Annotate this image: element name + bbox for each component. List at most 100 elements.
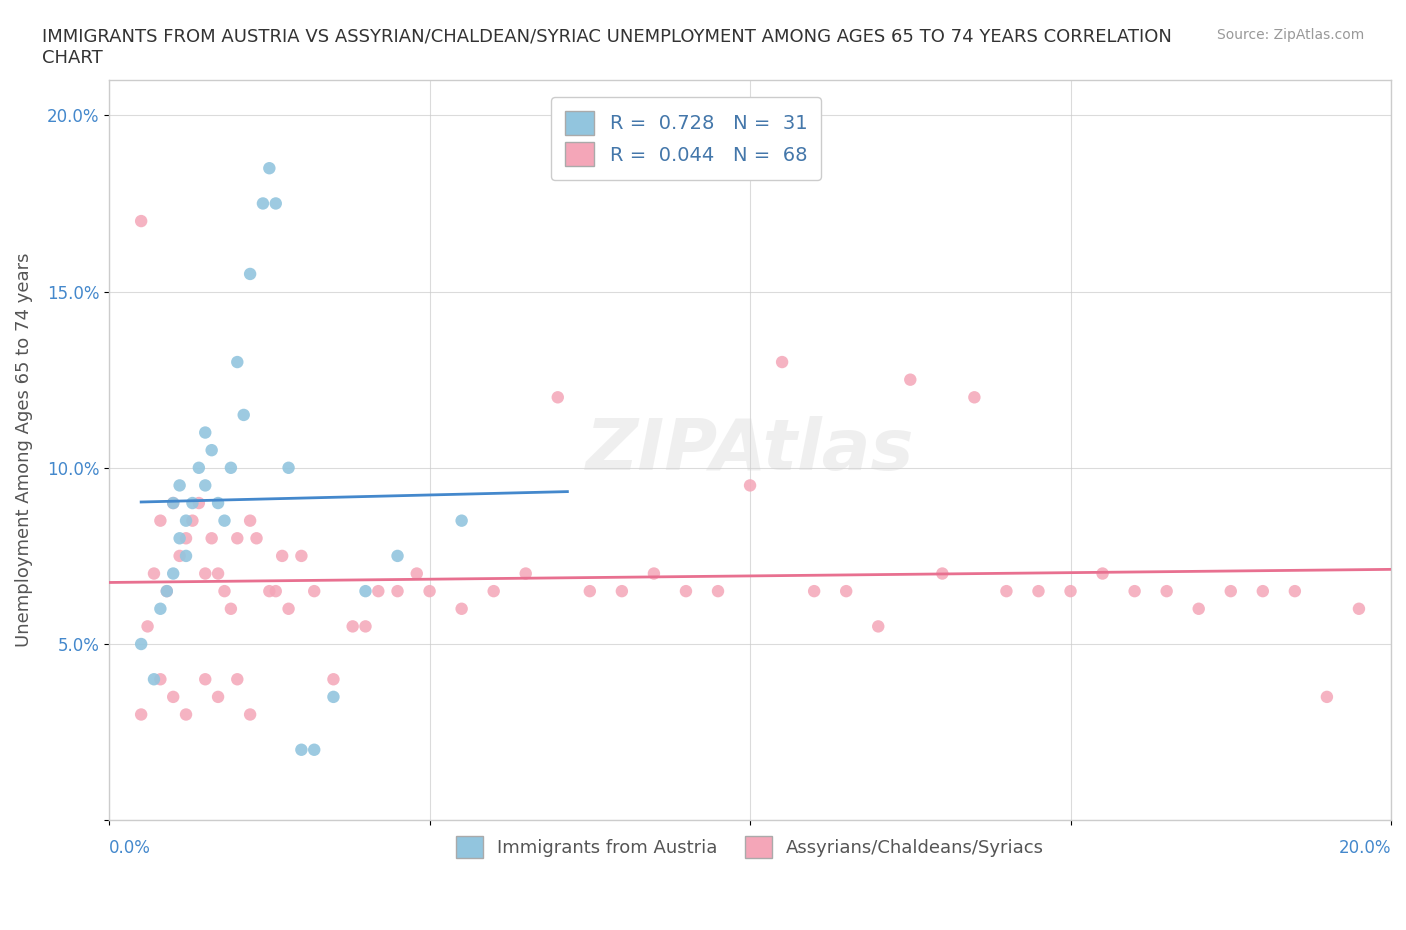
Point	[156, 584, 179, 599]
Point	[169, 478, 191, 493]
Point	[482, 584, 505, 599]
Point	[450, 513, 472, 528]
Point	[515, 566, 537, 581]
Point	[143, 566, 166, 581]
Point	[201, 531, 224, 546]
Point	[201, 443, 224, 458]
Point	[803, 584, 825, 599]
Legend: Immigrants from Austria, Assyrians/Chaldeans/Syriacs: Immigrants from Austria, Assyrians/Chald…	[443, 823, 1057, 870]
Point	[239, 707, 262, 722]
Y-axis label: Unemployment Among Ages 65 to 74 years: Unemployment Among Ages 65 to 74 years	[15, 253, 32, 647]
Point	[1251, 584, 1274, 599]
Point	[207, 496, 229, 511]
Point	[245, 531, 267, 546]
Point	[1091, 566, 1114, 581]
Point	[302, 742, 325, 757]
Point	[156, 584, 179, 599]
Point	[835, 584, 858, 599]
Point	[643, 566, 665, 581]
Point	[194, 478, 217, 493]
Point	[290, 549, 312, 564]
Point	[342, 619, 364, 634]
Point	[1188, 602, 1211, 617]
Point	[1123, 584, 1146, 599]
Point	[181, 496, 204, 511]
Point	[214, 584, 236, 599]
Point	[1156, 584, 1178, 599]
Point	[219, 602, 242, 617]
Point	[354, 584, 377, 599]
Point	[219, 460, 242, 475]
Text: ZIPAtlas: ZIPAtlas	[586, 416, 914, 485]
Point	[149, 513, 172, 528]
Text: Source: ZipAtlas.com: Source: ZipAtlas.com	[1216, 28, 1364, 42]
Point	[226, 354, 249, 369]
Point	[1348, 602, 1371, 617]
Point	[259, 584, 281, 599]
Point	[322, 671, 344, 686]
Point	[226, 671, 249, 686]
Point	[995, 584, 1018, 599]
Point	[169, 531, 191, 546]
Point	[174, 531, 197, 546]
Point	[367, 584, 389, 599]
Point	[322, 689, 344, 704]
Point	[302, 584, 325, 599]
Point	[1316, 689, 1339, 704]
Point	[707, 584, 730, 599]
Point	[162, 566, 184, 581]
Text: 0.0%: 0.0%	[110, 839, 150, 857]
Point	[290, 742, 312, 757]
Point	[194, 566, 217, 581]
Point	[143, 671, 166, 686]
Point	[174, 513, 197, 528]
Point	[264, 196, 287, 211]
Point	[770, 354, 793, 369]
Point	[187, 460, 209, 475]
Point	[1059, 584, 1081, 599]
Point	[450, 602, 472, 617]
Point	[136, 619, 159, 634]
Point	[181, 513, 204, 528]
Point	[610, 584, 633, 599]
Point	[169, 549, 191, 564]
Point	[271, 549, 294, 564]
Point	[162, 496, 184, 511]
Point	[738, 478, 761, 493]
Point	[174, 707, 197, 722]
Point	[579, 584, 602, 599]
Point	[174, 549, 197, 564]
Point	[129, 636, 152, 651]
Point	[963, 390, 986, 405]
Point	[149, 671, 172, 686]
Point	[868, 619, 890, 634]
Point	[149, 602, 172, 617]
Point	[207, 689, 229, 704]
Point	[207, 566, 229, 581]
Point	[277, 460, 299, 475]
Point	[226, 531, 249, 546]
Point	[129, 214, 152, 229]
Point	[675, 584, 697, 599]
Point	[387, 584, 409, 599]
Point	[405, 566, 427, 581]
Point	[1219, 584, 1241, 599]
Point	[194, 671, 217, 686]
Point	[931, 566, 953, 581]
Point	[259, 161, 281, 176]
Point	[547, 390, 569, 405]
Point	[277, 602, 299, 617]
Point	[264, 584, 287, 599]
Text: 20.0%: 20.0%	[1339, 839, 1391, 857]
Point	[1028, 584, 1050, 599]
Point	[187, 496, 209, 511]
Point	[898, 372, 921, 387]
Point	[162, 689, 184, 704]
Point	[387, 549, 409, 564]
Point	[239, 513, 262, 528]
Point	[354, 619, 377, 634]
Point	[214, 513, 236, 528]
Point	[419, 584, 441, 599]
Point	[232, 407, 254, 422]
Point	[129, 707, 152, 722]
